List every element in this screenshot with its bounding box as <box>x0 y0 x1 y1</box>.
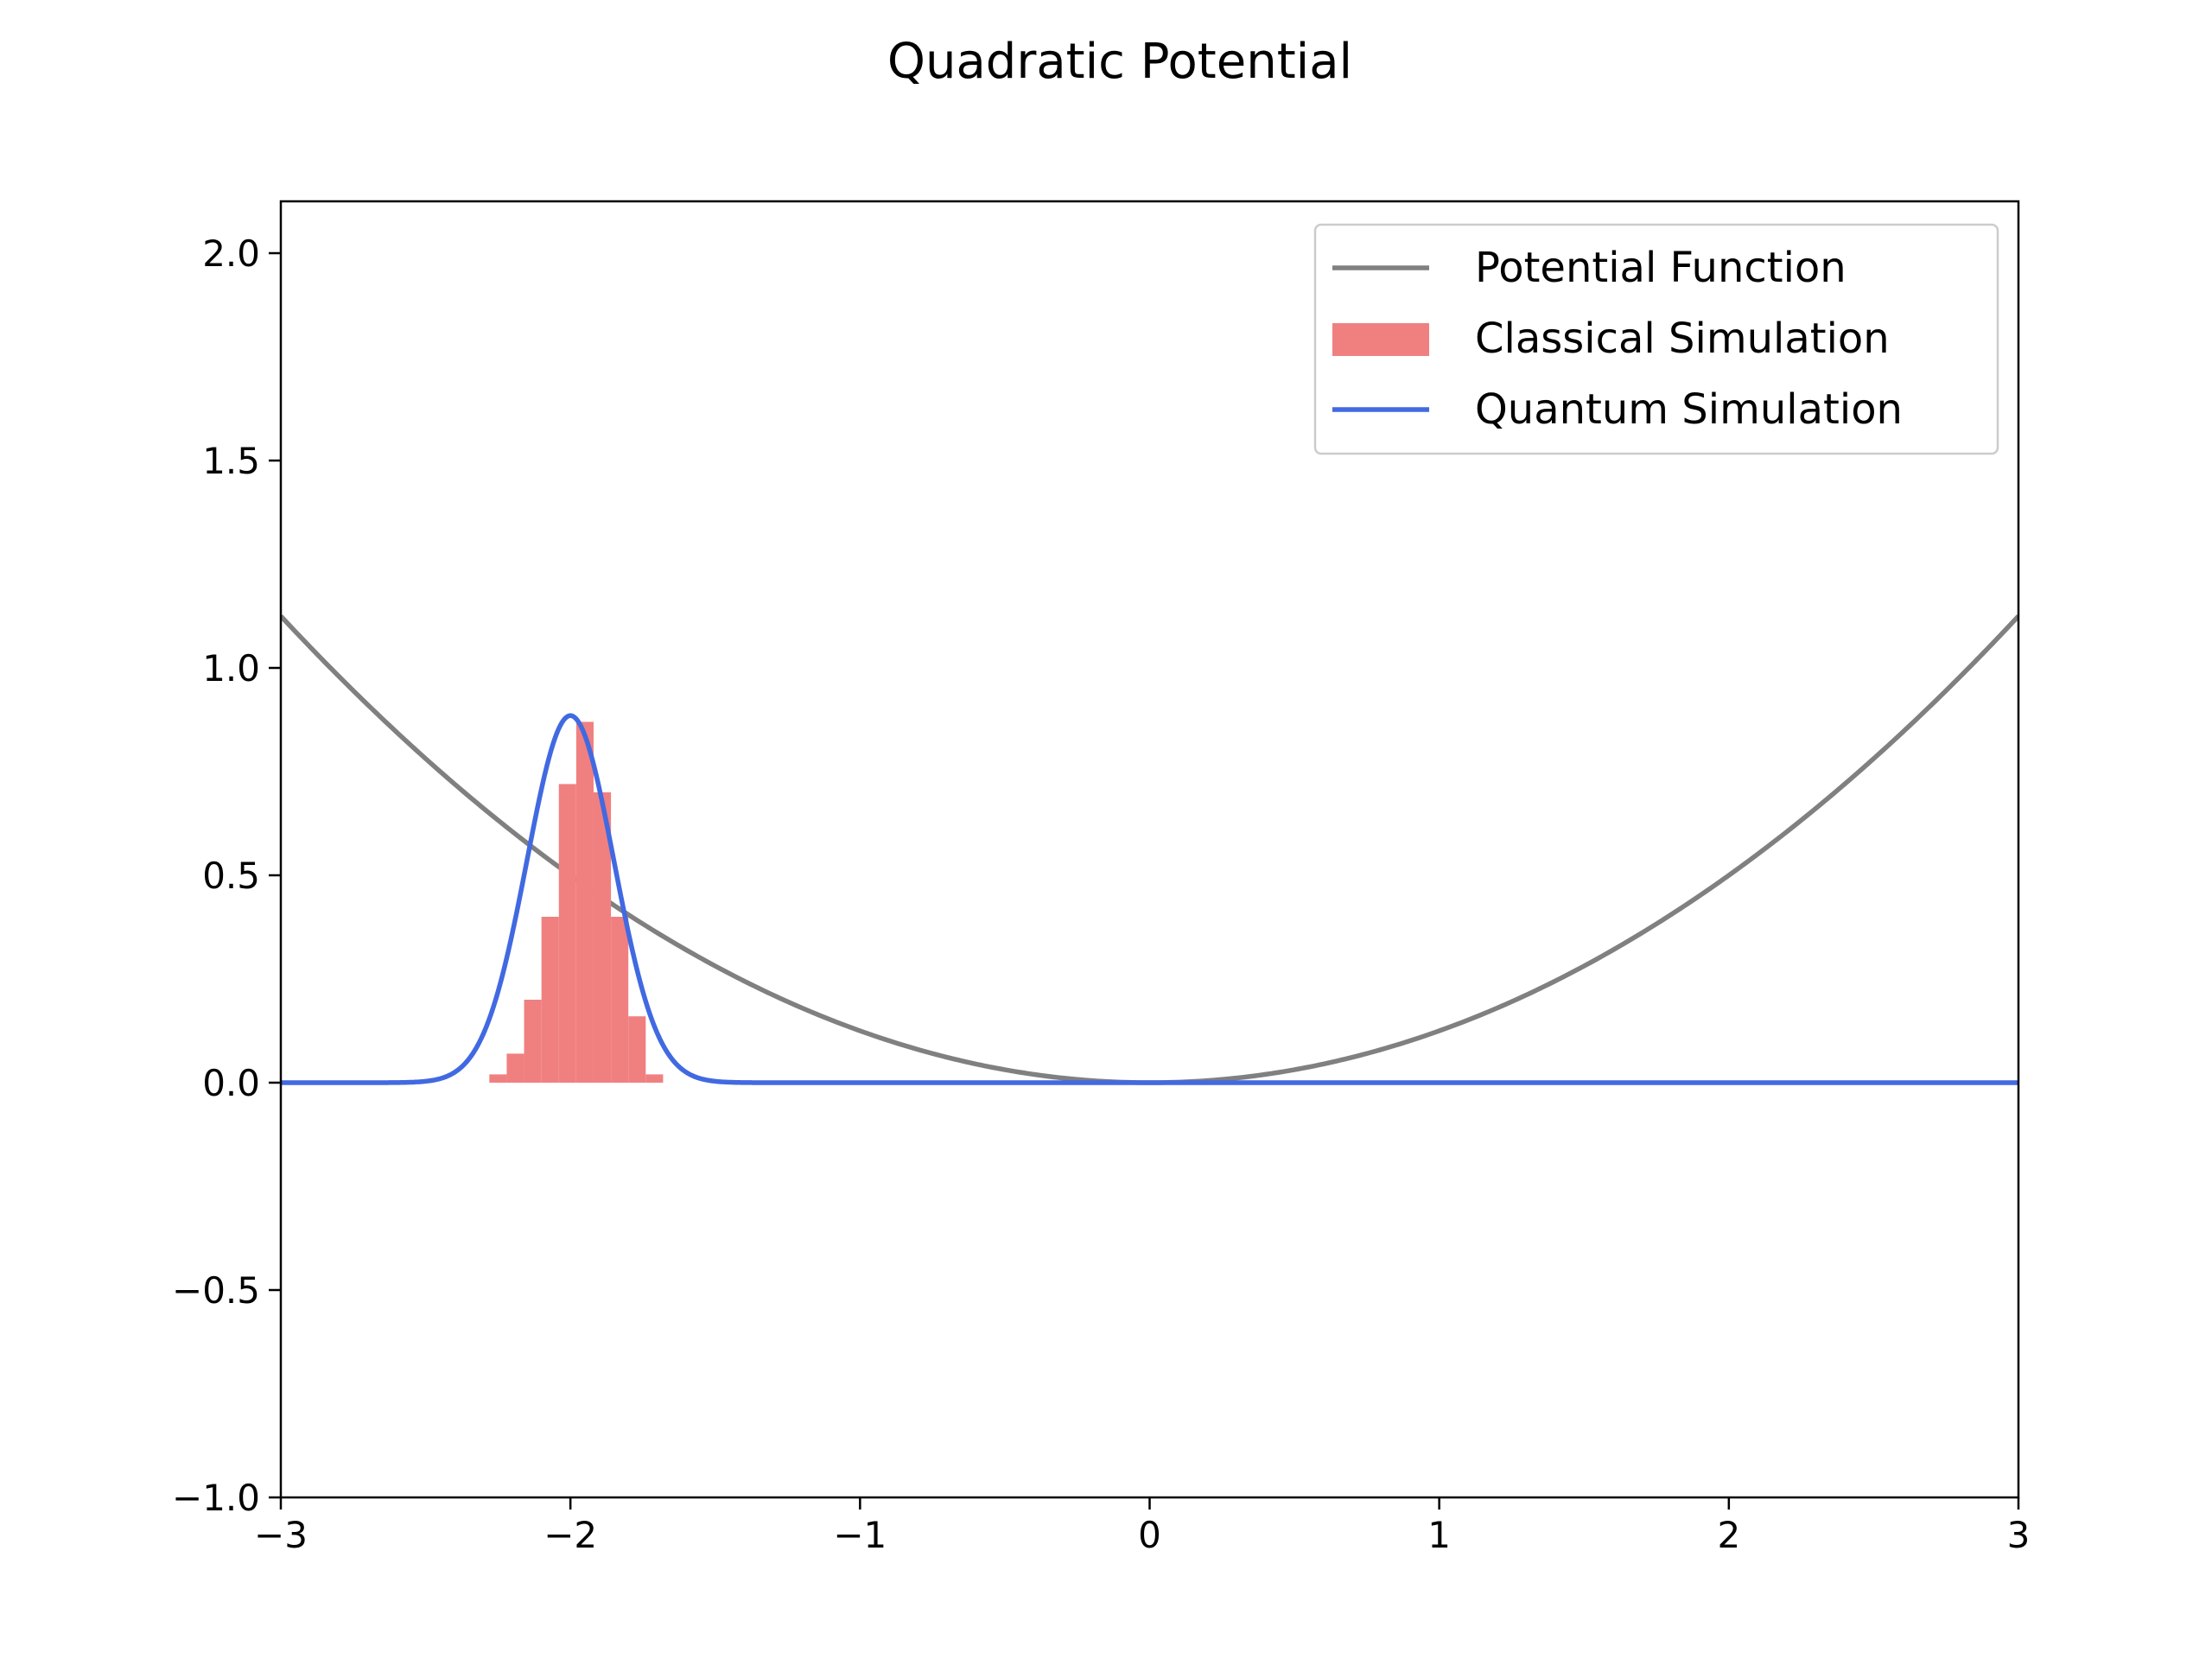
axes: −3 −2 −1 0 1 2 3 −1.0 −0.5 0.0 0.5 1.0 1.5 2.0 <box>172 200 2031 1556</box>
x-tick-label: 3 <box>2007 1514 2031 1556</box>
x-tick-label: 1 <box>1427 1514 1451 1556</box>
legend-label: Potential Function <box>1475 244 1847 292</box>
histogram-bar <box>489 1074 507 1083</box>
legend-box <box>1313 223 1999 455</box>
legend-label: Quantum Simulation <box>1475 385 1903 434</box>
histogram-bar <box>593 792 612 1083</box>
histogram-bar <box>628 1016 646 1083</box>
plot-area <box>281 614 2018 1085</box>
legend-swatch <box>1332 323 1429 356</box>
chart-title: Quadratic Potential <box>887 34 1352 90</box>
histogram-bar <box>575 721 594 1083</box>
y-tick-label: 2.0 <box>202 232 260 275</box>
y-tick-label: 1.0 <box>202 647 260 690</box>
y-tick-label: 1.5 <box>202 440 260 482</box>
x-tick-label: −2 <box>543 1514 597 1556</box>
y-tick-label: 0.0 <box>202 1062 260 1104</box>
y-tick-label: 0.5 <box>202 855 260 897</box>
x-tick-label: 2 <box>1717 1514 1740 1556</box>
histogram-bar <box>541 917 559 1083</box>
legend-label: Classical Simulation <box>1475 315 1890 363</box>
x-tick-label: −1 <box>833 1514 887 1556</box>
histogram-bar <box>645 1074 664 1083</box>
histogram-bar <box>506 1053 524 1083</box>
histogram-bar <box>524 1000 542 1083</box>
histogram-bar <box>558 784 576 1083</box>
series-line-quantum-simulation <box>281 713 2018 1085</box>
y-tick-label: −1.0 <box>172 1477 260 1519</box>
legend: Potential Function Classical Simulation Qu… <box>1313 223 1999 455</box>
y-tick-label: −0.5 <box>172 1269 260 1312</box>
histogram-bar <box>611 917 629 1083</box>
x-tick-label: −3 <box>254 1514 308 1556</box>
x-tick-label: 0 <box>1138 1514 1161 1556</box>
